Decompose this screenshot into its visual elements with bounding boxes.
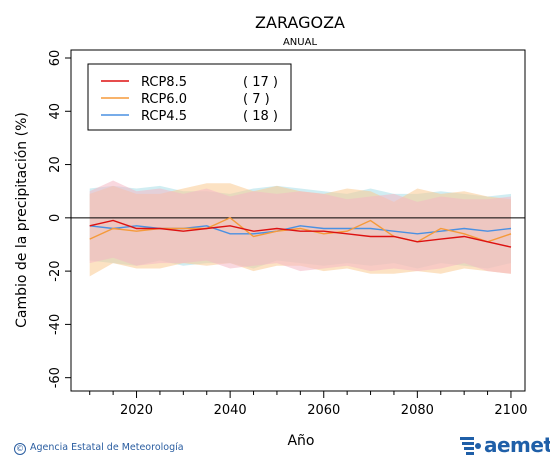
- aemet-logo: aemet: [458, 432, 550, 458]
- y-tick-label: -40: [48, 314, 63, 335]
- y-tick-label: 60: [48, 50, 63, 67]
- band-rcp85: [89, 180, 511, 274]
- y-tick-label: 20: [48, 156, 63, 173]
- chart-title: ZARAGOZA: [255, 13, 345, 32]
- x-tick-label: 2080: [401, 403, 434, 418]
- legend-label-rcp85: RCP8.5: [141, 75, 187, 90]
- x-tick-label: 2060: [307, 403, 340, 418]
- y-tick-label: 0: [48, 214, 63, 222]
- legend-label-rcp60: RCP6.0: [141, 92, 187, 107]
- y-tick-label: -60: [48, 367, 63, 388]
- legend: RCP8.5 ( 17 ) RCP6.0 ( 7 ) RCP4.5 ( 18 ): [87, 63, 292, 131]
- x-axis-label: Año: [287, 433, 314, 449]
- y-tick-label: -20: [48, 261, 63, 282]
- aemet-logo-text: aemet: [484, 433, 550, 457]
- y-tick-label: 40: [48, 103, 63, 120]
- x-tick-label: 2020: [120, 403, 153, 418]
- x-tick-label: 2100: [494, 403, 527, 418]
- chart-subtitle: ANUAL: [283, 37, 317, 48]
- legend-count-rcp45: ( 18 ): [243, 109, 278, 124]
- legend-count-rcp60: ( 7 ): [243, 92, 270, 107]
- plot-frame: [70, 49, 526, 392]
- agency-name: Agencia Estatal de Meteorología: [30, 442, 184, 453]
- legend-label-rcp45: RCP4.5: [141, 109, 187, 124]
- series-lines: [89, 216, 512, 248]
- uncertainty-bands: [89, 180, 511, 277]
- legend-count-rcp85: ( 17 ): [243, 75, 278, 90]
- copyright-icon: ©: [14, 443, 26, 455]
- aemet-logo-icon: [460, 437, 481, 455]
- legend-box: [87, 63, 292, 131]
- x-tick-label: 2040: [214, 403, 247, 418]
- y-axis-label: Cambio de la precipitación (%): [14, 112, 30, 328]
- agency-credit: © Agencia Estatal de Meteorología: [14, 442, 184, 455]
- x-axis: 2020 2040 2060 2080 2100: [89, 391, 528, 418]
- line-rcp85: [89, 219, 512, 248]
- y-axis: -60 -40 -20 0 20 40 60: [48, 50, 71, 388]
